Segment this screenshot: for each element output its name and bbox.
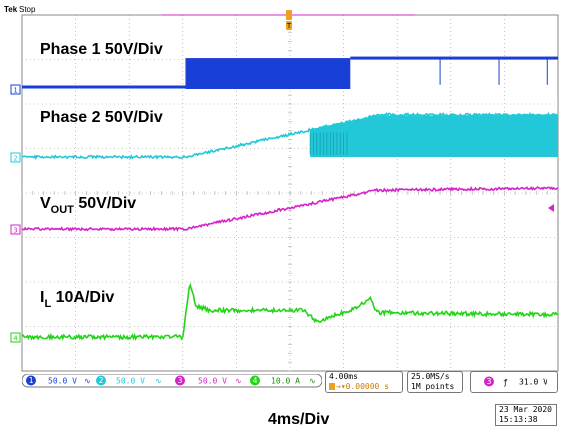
ch1-number: 1 [29,376,34,385]
series-label-phase1: Phase 1 50V/Div [40,41,163,58]
ch3-scale: 50.0 V [198,377,227,386]
ch2-number: 2 [99,376,104,385]
record-length: 1M points [411,382,462,392]
ch4-bw-icon: ∿ [309,377,316,386]
trigger-level-icon [548,204,554,212]
oscilloscope-screen: Tek Stop T Phase 1 50V/Div Phase 2 50V/D… [0,0,565,400]
acquisition-status: Stop [19,5,36,14]
series-label-vout: VOUT 50V/Div [40,195,136,216]
date-time-box: 23 Mar 2020 15:13:38 [495,404,557,426]
trigger-channel: 3 [487,377,492,386]
timebase-readout: 4.00ms →▾0.00000 s [325,371,403,393]
date: 23 Mar 2020 [499,405,556,415]
time: 15:13:38 [499,415,556,425]
series-label-phase2: Phase 2 50V/Div [40,109,163,126]
trigger-marker-icon[interactable]: T [286,10,292,30]
trigger-readout: 3 ƒ 31.0 V [470,371,558,393]
channel-readouts: 1 50.0 V ∿ 2 50.0 V ∿ 3 50.0 V ∿ 4 10.0 … [22,371,322,393]
ch4-scale: 10.0 A [271,377,300,386]
ch3-number: 3 [178,376,183,385]
trigger-slope-icon: ƒ [503,378,508,387]
svg-text:T: T [287,23,292,30]
sample-rate: 25.0MS/s [411,372,462,382]
ch4-number: 4 [253,376,258,385]
trigger-level: 31.0 V [519,378,547,387]
timebase-value: 4.00ms [329,372,402,382]
ground-markers[interactable]: 1 2 3 4 [11,85,20,343]
ch3-bw-icon: ∿ [235,377,242,386]
series-label-il: IL 10A/Div [40,289,114,310]
ground-marker-label-ch4: 4 [13,335,17,343]
ground-marker-label-ch2: 2 [13,155,17,163]
horizontal-position: →▾0.00000 s [329,382,402,392]
acquisition-readout: 25.0MS/s 1M points [407,371,463,393]
ground-marker-label-ch3: 3 [13,227,17,235]
ch1-scale: 50.0 V [48,377,77,386]
ch1-bw-icon: ∿ [84,377,91,386]
footer-timebase-label: 4ms/Div [268,411,329,429]
phase1-switching-band [185,58,350,89]
ch2-scale: 50.0 V [116,377,145,386]
ground-marker-label-ch1: 1 [13,87,17,95]
phase1-trace-segment [22,86,185,89]
phase1-trace-segment [350,57,558,60]
brand-label: Tek [4,5,18,14]
ch2-bw-icon: ∿ [155,377,162,386]
